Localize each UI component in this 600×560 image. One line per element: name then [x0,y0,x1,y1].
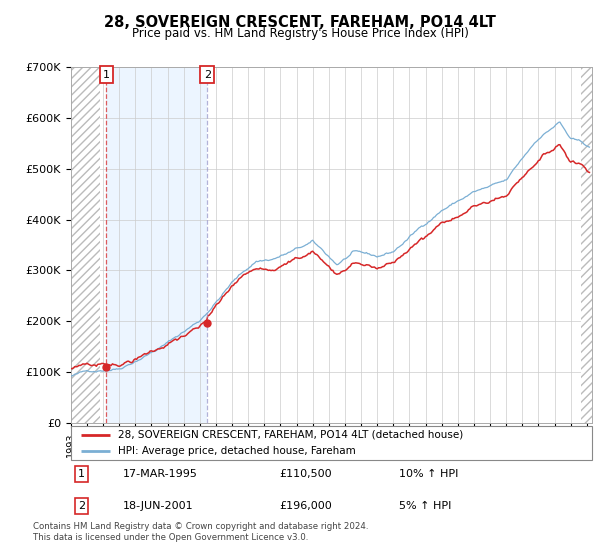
Text: 10% ↑ HPI: 10% ↑ HPI [399,469,458,479]
Text: 18-JUN-2001: 18-JUN-2001 [123,501,194,511]
Text: Price paid vs. HM Land Registry's House Price Index (HPI): Price paid vs. HM Land Registry's House … [131,27,469,40]
Text: 1: 1 [103,70,110,80]
Bar [106,67,207,423]
Text: 2: 2 [77,501,85,511]
Text: £110,500: £110,500 [279,469,332,479]
Text: 1: 1 [78,469,85,479]
Bar [581,67,592,423]
Bar [581,67,592,423]
Text: £196,000: £196,000 [279,501,332,511]
FancyBboxPatch shape [71,426,592,460]
Text: HPI: Average price, detached house, Fareham: HPI: Average price, detached house, Fare… [118,446,355,456]
Text: 5% ↑ HPI: 5% ↑ HPI [399,501,451,511]
Text: 17-MAR-1995: 17-MAR-1995 [123,469,198,479]
Text: 28, SOVEREIGN CRESCENT, FAREHAM, PO14 4LT (detached house): 28, SOVEREIGN CRESCENT, FAREHAM, PO14 4L… [118,430,463,440]
Text: 2: 2 [203,70,211,80]
Bar [71,67,100,423]
Text: 28, SOVEREIGN CRESCENT, FAREHAM, PO14 4LT: 28, SOVEREIGN CRESCENT, FAREHAM, PO14 4L… [104,15,496,30]
Text: Contains HM Land Registry data © Crown copyright and database right 2024.
This d: Contains HM Land Registry data © Crown c… [33,522,368,542]
Bar [71,67,100,423]
